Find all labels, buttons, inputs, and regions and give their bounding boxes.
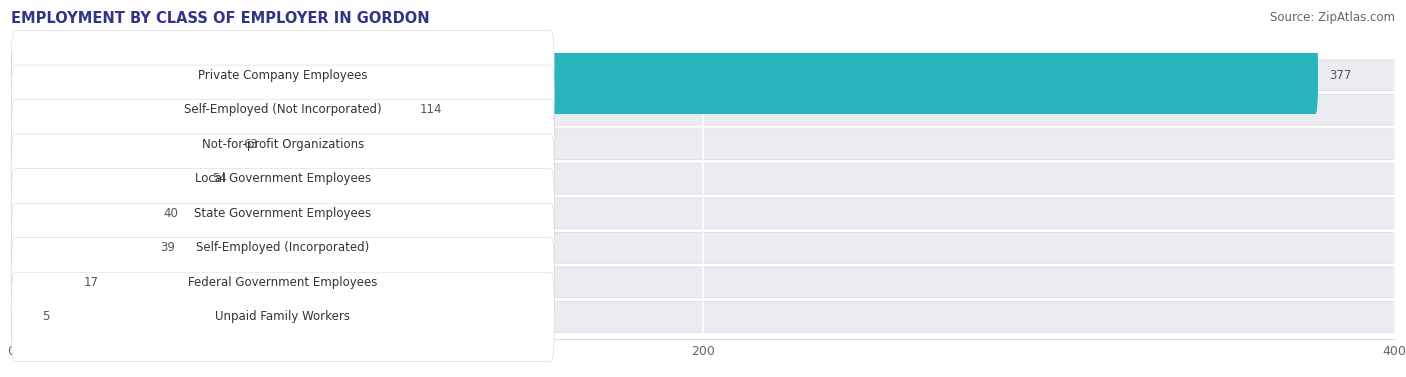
Text: 17: 17 (84, 276, 98, 289)
Text: EMPLOYMENT BY CLASS OF EMPLOYER IN GORDON: EMPLOYMENT BY CLASS OF EMPLOYER IN GORDO… (11, 11, 430, 26)
Text: Self-Employed (Not Incorporated): Self-Employed (Not Incorporated) (184, 103, 381, 116)
FancyBboxPatch shape (11, 134, 554, 224)
FancyBboxPatch shape (11, 129, 1395, 159)
Text: 5: 5 (42, 310, 49, 323)
FancyBboxPatch shape (8, 71, 408, 149)
FancyBboxPatch shape (11, 60, 1395, 90)
FancyBboxPatch shape (8, 37, 1317, 114)
FancyBboxPatch shape (11, 238, 554, 327)
FancyBboxPatch shape (11, 163, 1395, 194)
Text: Federal Government Employees: Federal Government Employees (188, 276, 377, 289)
Text: 377: 377 (1329, 69, 1351, 82)
FancyBboxPatch shape (11, 272, 554, 362)
FancyBboxPatch shape (11, 65, 554, 155)
FancyBboxPatch shape (11, 198, 1395, 229)
FancyBboxPatch shape (11, 302, 1395, 332)
FancyBboxPatch shape (11, 203, 554, 293)
FancyBboxPatch shape (8, 278, 31, 356)
Text: 63: 63 (243, 138, 257, 151)
FancyBboxPatch shape (8, 209, 149, 287)
Text: Not-for-profit Organizations: Not-for-profit Organizations (201, 138, 364, 151)
FancyBboxPatch shape (8, 140, 201, 218)
FancyBboxPatch shape (11, 233, 1395, 263)
FancyBboxPatch shape (8, 106, 232, 183)
Text: Source: ZipAtlas.com: Source: ZipAtlas.com (1270, 11, 1395, 24)
Text: 40: 40 (163, 207, 179, 220)
Text: Private Company Employees: Private Company Employees (198, 69, 367, 82)
Text: 114: 114 (419, 103, 441, 116)
Text: Local Government Employees: Local Government Employees (194, 172, 371, 185)
FancyBboxPatch shape (8, 175, 152, 252)
Text: Unpaid Family Workers: Unpaid Family Workers (215, 310, 350, 323)
FancyBboxPatch shape (11, 94, 1395, 125)
Text: 54: 54 (212, 172, 226, 185)
FancyBboxPatch shape (11, 169, 554, 258)
Text: 39: 39 (160, 241, 174, 254)
Text: Self-Employed (Incorporated): Self-Employed (Incorporated) (195, 241, 370, 254)
FancyBboxPatch shape (11, 267, 1395, 298)
FancyBboxPatch shape (8, 244, 73, 321)
FancyBboxPatch shape (11, 31, 554, 120)
Text: State Government Employees: State Government Employees (194, 207, 371, 220)
FancyBboxPatch shape (11, 100, 554, 189)
